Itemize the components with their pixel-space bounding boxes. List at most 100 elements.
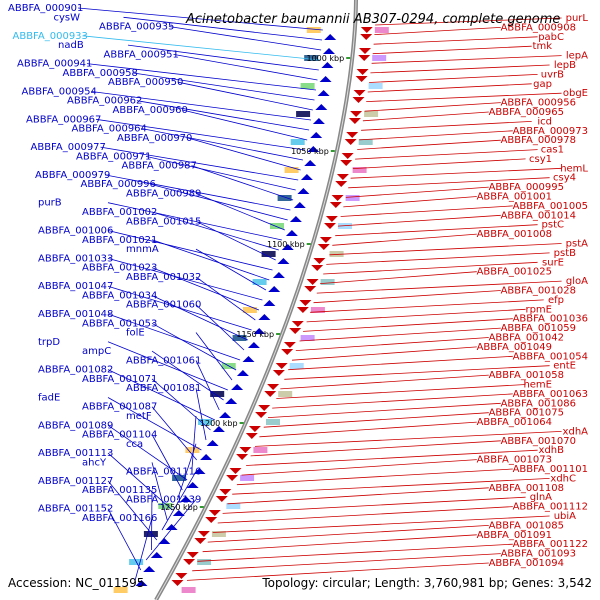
plus-strand-feature <box>358 55 371 61</box>
right-gene-label: cas1 <box>541 145 564 156</box>
right-gene-label: ABBFA_001036 <box>513 314 588 325</box>
right-connector <box>291 346 477 361</box>
minus-strand-feature <box>150 552 163 558</box>
right-connector <box>313 290 501 304</box>
right-gene-label: ABBFA_000995 <box>489 182 564 193</box>
plus-strand-feature <box>291 321 304 327</box>
plus-strand-feature <box>267 384 280 390</box>
minus-strand-feature <box>219 412 232 418</box>
left-connector <box>136 100 310 131</box>
plus-strand-feature <box>215 496 228 502</box>
plus-strand-feature <box>186 552 199 558</box>
left-gene-label: ABBFA_001127 <box>38 476 113 487</box>
plus-strand-feature <box>245 433 258 439</box>
plus-strand-feature <box>324 223 336 229</box>
minus-strand-feature <box>297 188 310 194</box>
left-gene-label: ABBFA_000977 <box>31 142 106 153</box>
right-gene-label: ABBFA_001093 <box>501 549 576 560</box>
minus-strand-feature <box>172 510 185 516</box>
plus-strand-feature <box>325 216 338 222</box>
left-gene-label: ABBFA_000958 <box>63 68 138 79</box>
right-gene-label: ABBFA_001025 <box>477 267 552 278</box>
right-gene-label: xdhB <box>539 445 565 456</box>
left-connector <box>195 304 245 351</box>
plus-strand-feature <box>319 237 332 243</box>
annotation-block <box>143 531 158 537</box>
left-connector <box>95 118 306 151</box>
annotation-block <box>158 503 173 509</box>
right-gene-label: obgE <box>563 88 588 99</box>
left-connector <box>150 183 288 221</box>
left-connector <box>134 517 153 581</box>
right-connector <box>320 271 477 284</box>
left-gene-label: ABBFA_001166 <box>82 513 157 524</box>
left-connector <box>145 156 296 191</box>
left-gene-label: ABBFA_000935 <box>99 22 174 33</box>
left-gene-label: ABBFA_001002 <box>82 207 157 218</box>
right-connector <box>267 402 501 418</box>
left-connector <box>100 146 299 181</box>
right-connector <box>202 534 477 553</box>
right-gene-label: ABBFA_001086 <box>501 398 576 409</box>
left-gene-label: ABBFA_001032 <box>126 272 201 283</box>
left-connector <box>107 424 188 481</box>
right-gene-label: pstB <box>554 248 576 259</box>
left-connector <box>151 378 211 431</box>
minus-strand-feature <box>165 524 178 530</box>
left-gene-label: folE <box>126 328 145 339</box>
plus-strand-feature <box>272 370 285 376</box>
left-gene-label: ABBFA_001006 <box>38 226 113 237</box>
left-gene-label: ABBFA_001104 <box>82 430 157 441</box>
right-gene-label: ABBFA_001005 <box>513 201 588 212</box>
kbp-tick-label: 1250 kbp <box>160 503 198 512</box>
map-title: Acinetobacter baumannii AB307-0294, comp… <box>185 12 560 27</box>
plus-strand-feature <box>194 538 207 544</box>
left-connector <box>151 406 198 461</box>
right-gene-label: ABBFA_001064 <box>477 417 552 428</box>
left-gene-label: ABBFA_000970 <box>117 133 192 144</box>
minus-strand-feature <box>277 258 290 264</box>
left-connector <box>168 26 322 51</box>
minus-strand-feature <box>158 538 171 544</box>
left-gene-label: ABBFA_000933 <box>13 31 88 42</box>
left-gene-label: metF <box>126 411 152 422</box>
plus-strand-feature <box>306 279 319 285</box>
right-gene-label: ABBFA_001054 <box>513 351 588 362</box>
right-connector <box>212 515 550 533</box>
right-gene-label: ABBFA_001122 <box>513 539 588 550</box>
right-connector <box>232 478 550 495</box>
plus-strand-feature <box>311 265 324 271</box>
right-connector <box>329 243 562 256</box>
annotation-block <box>113 587 128 593</box>
right-connector <box>369 74 538 83</box>
right-gene-label: ABBFA_001014 <box>501 210 576 221</box>
left-gene-label: ABBFA_001139 <box>126 495 201 506</box>
right-connector <box>350 167 562 179</box>
left-gene-label: ABBFA_000901 <box>8 3 83 14</box>
right-connector <box>227 487 489 505</box>
plus-strand-feature <box>248 426 261 432</box>
annotation-block <box>358 139 373 145</box>
annotation-block <box>329 251 344 257</box>
right-connector <box>372 45 532 55</box>
right-gene-label: ABBFA_001108 <box>489 483 564 494</box>
left-connector <box>82 35 321 61</box>
left-gene-label: cca <box>126 439 143 450</box>
right-connector <box>367 83 532 93</box>
plus-strand-feature <box>346 132 359 138</box>
minus-strand-feature <box>319 76 332 82</box>
left-connector <box>123 16 323 41</box>
right-connector <box>254 431 562 447</box>
right-connector <box>332 233 477 246</box>
right-connector <box>310 299 544 313</box>
left-gene-label: ABBFA_001087 <box>82 402 157 413</box>
minus-strand-feature <box>272 272 285 278</box>
plus-strand-feature <box>208 510 221 516</box>
plus-strand-feature <box>329 202 342 208</box>
right-gene-label: tmk <box>533 41 553 52</box>
right-gene-label: lepB <box>554 60 576 71</box>
kbp-tick-label: 1000 kbp <box>306 54 344 63</box>
annotation-block <box>278 391 293 397</box>
annotation-block <box>364 111 379 117</box>
left-gene-label: ABBFA_001034 <box>82 291 157 302</box>
